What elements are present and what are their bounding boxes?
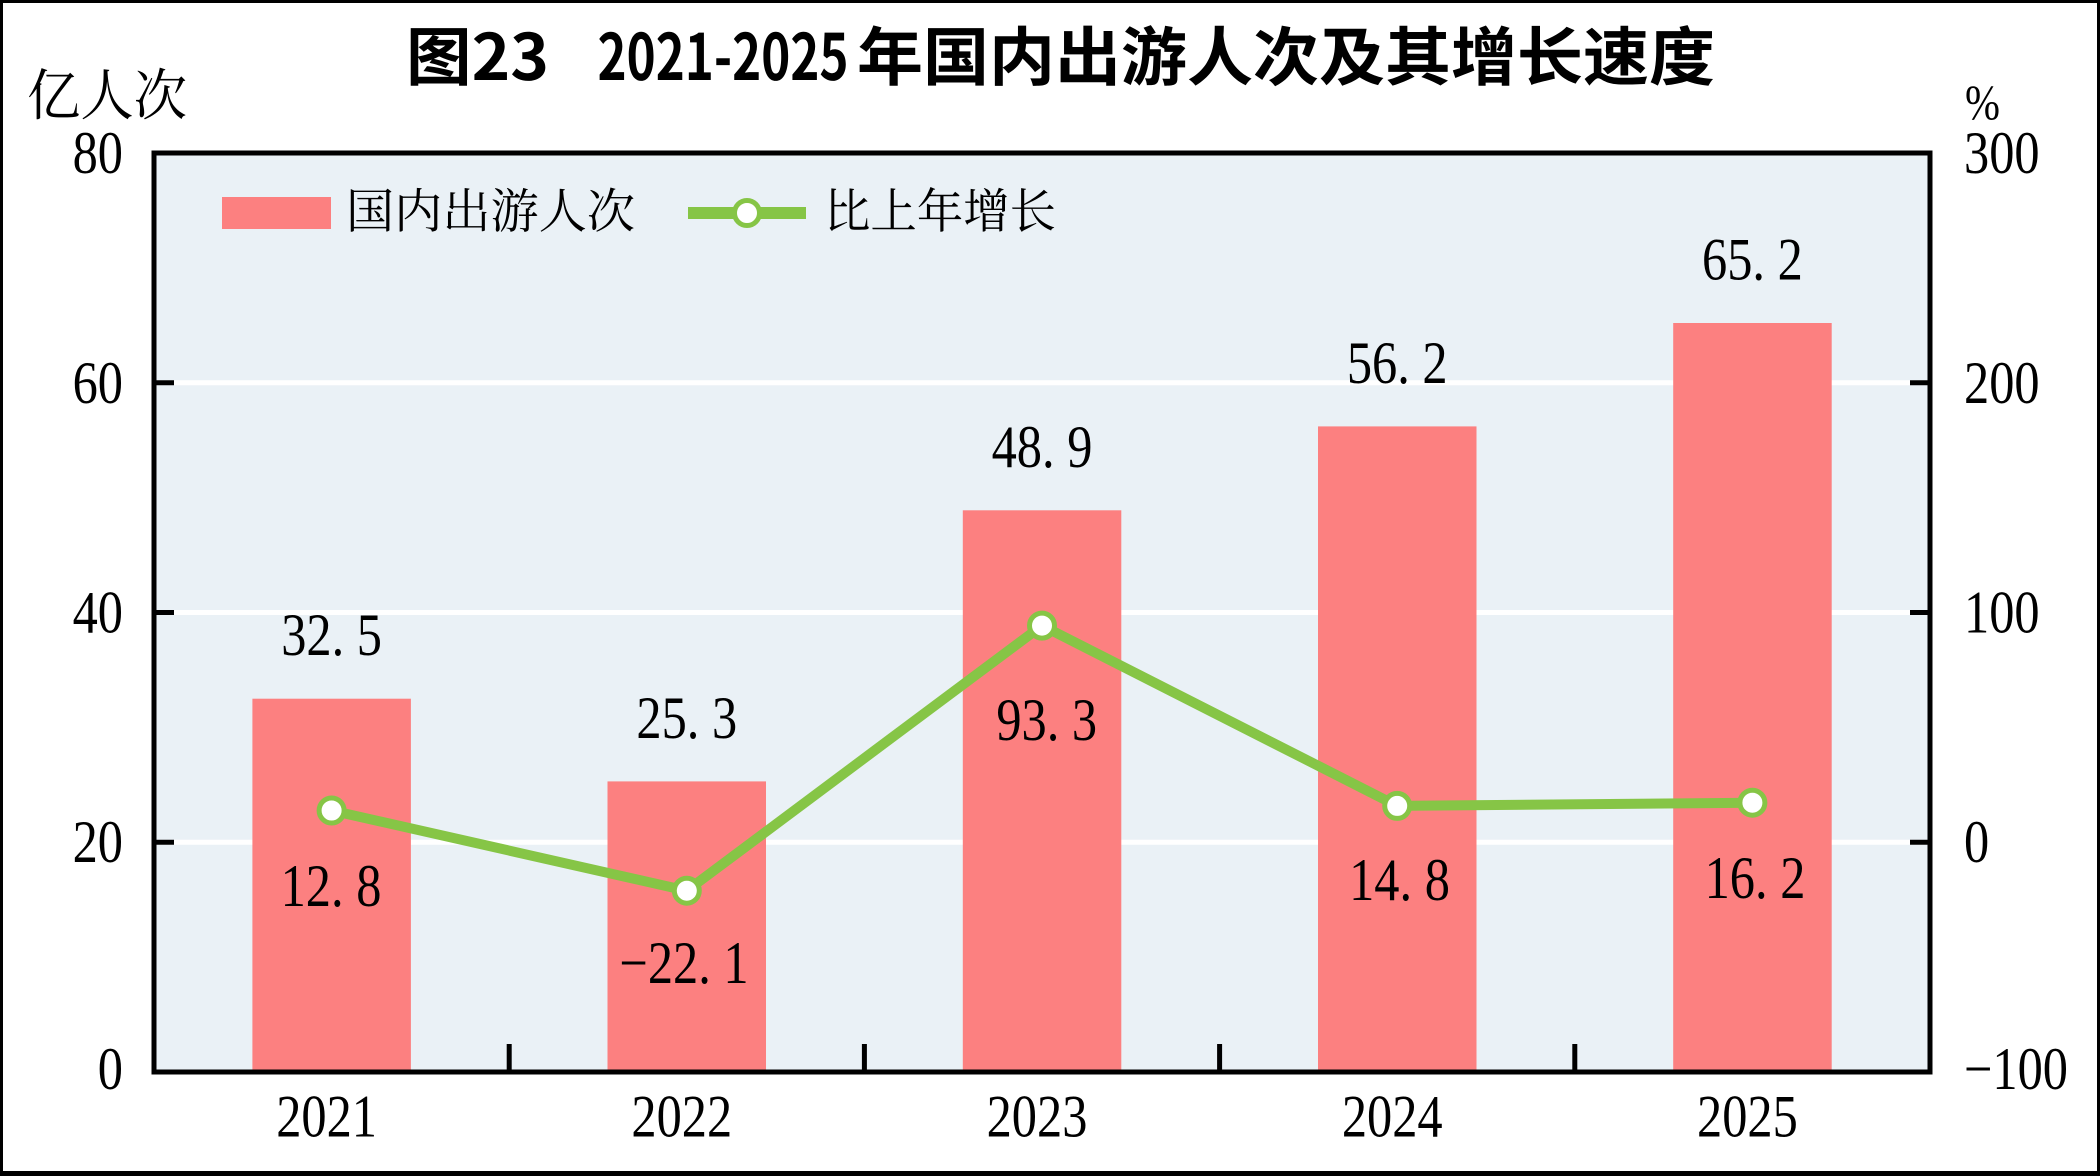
svg-text:−100: −100 [1964,1036,2068,1102]
svg-text:2022: 2022 [631,1083,732,1149]
svg-text:93. 3: 93. 3 [996,687,1097,753]
svg-text:2025: 2025 [1697,1083,1798,1149]
svg-text:200: 200 [1964,350,2040,416]
svg-text:2023: 2023 [987,1083,1088,1149]
svg-text:100: 100 [1964,579,2040,645]
svg-text:14. 8: 14. 8 [1349,847,1450,913]
svg-text:−22. 1: −22. 1 [619,930,748,996]
svg-text:20: 20 [73,809,123,875]
svg-text:48. 9: 48. 9 [992,414,1093,480]
svg-text:2024: 2024 [1342,1083,1443,1149]
svg-text:60: 60 [73,350,123,416]
svg-text:32. 5: 32. 5 [281,602,382,668]
svg-text:16. 2: 16. 2 [1705,845,1806,911]
svg-text:0: 0 [98,1036,123,1102]
svg-text:80: 80 [73,120,123,186]
svg-text:%: % [1965,75,2000,130]
svg-text:56. 2: 56. 2 [1347,330,1448,396]
svg-text:25. 3: 25. 3 [636,685,737,751]
svg-text:2021: 2021 [276,1083,377,1149]
svg-text:300: 300 [1964,120,2040,186]
svg-text:12. 8: 12. 8 [281,853,382,919]
svg-text:40: 40 [73,579,123,645]
svg-text:65. 2: 65. 2 [1702,226,1803,292]
svg-text:0: 0 [1964,809,1989,875]
